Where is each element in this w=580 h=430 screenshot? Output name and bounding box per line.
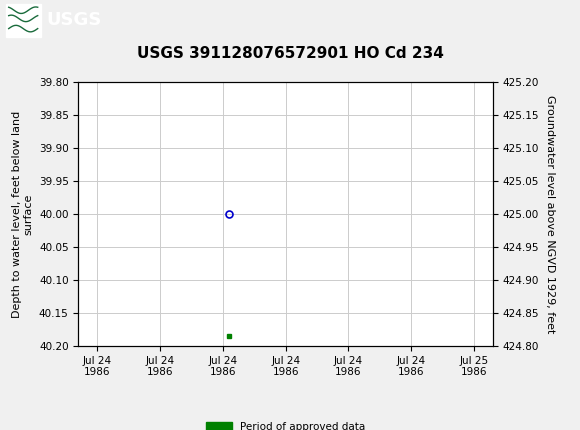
Y-axis label: Groundwater level above NGVD 1929, feet: Groundwater level above NGVD 1929, feet <box>545 95 555 333</box>
Legend: Period of approved data: Period of approved data <box>202 418 369 430</box>
Text: USGS 391128076572901 HO Cd 234: USGS 391128076572901 HO Cd 234 <box>136 46 444 61</box>
Y-axis label: Depth to water level, feet below land
surface: Depth to water level, feet below land su… <box>12 111 33 317</box>
Text: USGS: USGS <box>46 12 102 29</box>
FancyBboxPatch shape <box>6 4 41 37</box>
